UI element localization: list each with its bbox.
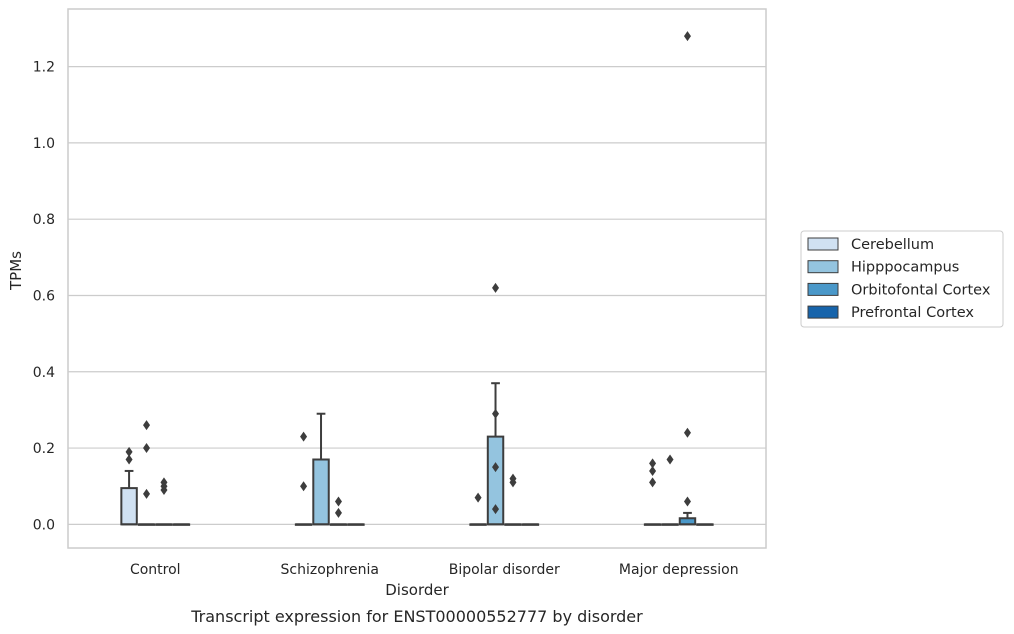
box-group [469,492,487,526]
outlier-point [492,408,500,419]
legend-item: Cerebellum [807,237,934,253]
y-tick-label: 1.0 [33,136,55,152]
box-group [294,431,313,526]
box [312,458,330,526]
x-tick-label: Control [130,562,181,578]
y-tick-label: 0.4 [33,365,55,381]
box-group [155,477,173,526]
box-group [504,473,522,526]
outlier-point [143,443,151,454]
y-tick-label: 1.2 [33,60,55,76]
outlier-point [334,507,342,518]
legend-label: Cerebellum [851,237,934,253]
outlier-point [492,282,500,293]
outlier-point [509,473,517,484]
outlier-point [492,504,500,515]
outlier-point [683,31,691,42]
outlier-point [649,477,657,488]
legend-label: Hipppocampus [851,260,959,276]
outlier-point [649,465,657,476]
outlier-point [143,488,151,499]
box-group [521,523,540,526]
legend-swatch [807,305,839,319]
legend-item: Orbitofontal Cortex [807,282,991,298]
outlier-point [143,420,151,431]
outlier-point [160,477,168,488]
legend: Cerebellum Hipppocampus Orbitofontal Corte… [800,230,1004,328]
x-axis-ticks: Control Schizophrenia Bipolar disorder Majo… [130,562,739,578]
x-axis-label: Disorder [385,581,449,599]
box-group [120,446,138,526]
box [120,487,138,526]
box-group [172,523,191,526]
chart-caption: Transcript expression for ENST0000055277… [190,607,643,626]
outlier-point [474,492,482,503]
y-tick-label: 0.0 [33,517,55,533]
outlier-point [683,427,691,438]
box-group [661,454,679,526]
legend-label: Prefrontal Cortex [851,305,974,321]
y-axis-ticks: 0.0 0.2 0.4 0.6 0.8 1.0 1.2 [33,60,55,534]
plot-frame [67,8,767,549]
box-group [312,412,330,526]
outlier-point [300,431,308,442]
y-tick-label: 0.8 [33,212,55,228]
legend-swatch [807,282,839,296]
legend-label: Orbitofontal Cortex [851,282,991,298]
outlier-point [649,458,657,469]
y-tick-label: 0.2 [33,441,55,457]
legend-swatch [807,260,839,274]
box-group [329,496,348,526]
box-group [643,458,662,526]
legend-frame [800,230,1004,328]
box-group [486,282,505,526]
box-group [137,420,156,526]
y-axis-label: TPMs [7,251,25,291]
x-tick-label: Bipolar disorder [449,562,560,578]
outlier-point [666,454,674,465]
legend-item: Hipppocampus [807,260,959,276]
box-group [696,523,714,526]
x-tick-label: Major depression [619,562,739,578]
outlier-point [125,454,133,465]
legend-swatch [807,237,839,251]
outlier-point [334,496,342,507]
y-tick-label: 0.6 [33,288,55,304]
grid-lines [68,66,766,525]
legend-item: Prefrontal Cortex [807,305,974,321]
outlier-point [300,481,308,492]
box-group [678,31,697,526]
x-tick-label: Schizophrenia [281,562,379,578]
outlier-point [492,462,500,473]
outlier-point [683,496,691,507]
outlier-point [125,446,133,457]
box-series [120,31,714,526]
box-group [347,523,365,526]
